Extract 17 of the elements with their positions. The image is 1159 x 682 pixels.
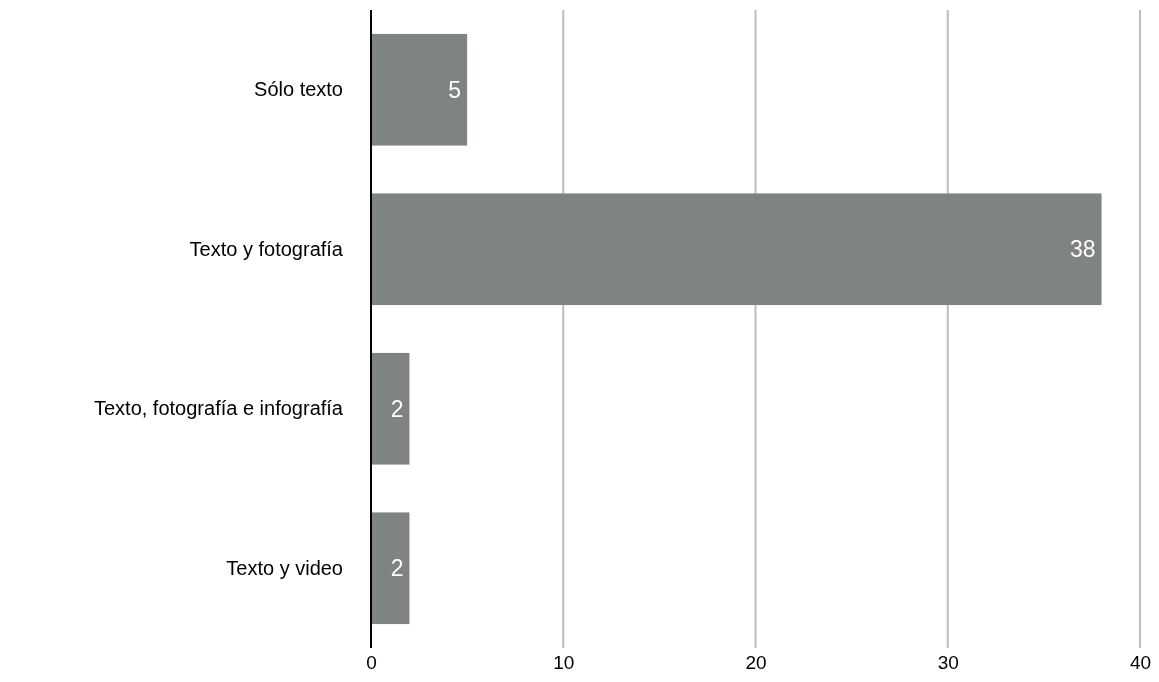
- bar: [371, 512, 410, 625]
- x-tick-label: 30: [937, 652, 959, 674]
- data-label: 2: [390, 555, 404, 582]
- y-tick-label: Texto, fotografía e infografía: [93, 397, 344, 420]
- data-label: 5: [448, 76, 462, 103]
- bar: [371, 193, 1102, 306]
- x-tick-label: 10: [553, 652, 575, 674]
- y-tick-label: Texto y fotografía: [189, 237, 344, 260]
- x-tick-label: 0: [366, 652, 377, 674]
- bar: [371, 33, 468, 146]
- data-label: 38: [1069, 236, 1096, 263]
- y-tick-label: Texto y video: [226, 556, 343, 579]
- bar: [371, 352, 410, 465]
- y-tick-label: Sólo texto: [254, 78, 343, 101]
- x-tick-label: 20: [745, 652, 767, 674]
- x-tick-label: 40: [1129, 652, 1152, 674]
- data-label: 2: [390, 395, 404, 422]
